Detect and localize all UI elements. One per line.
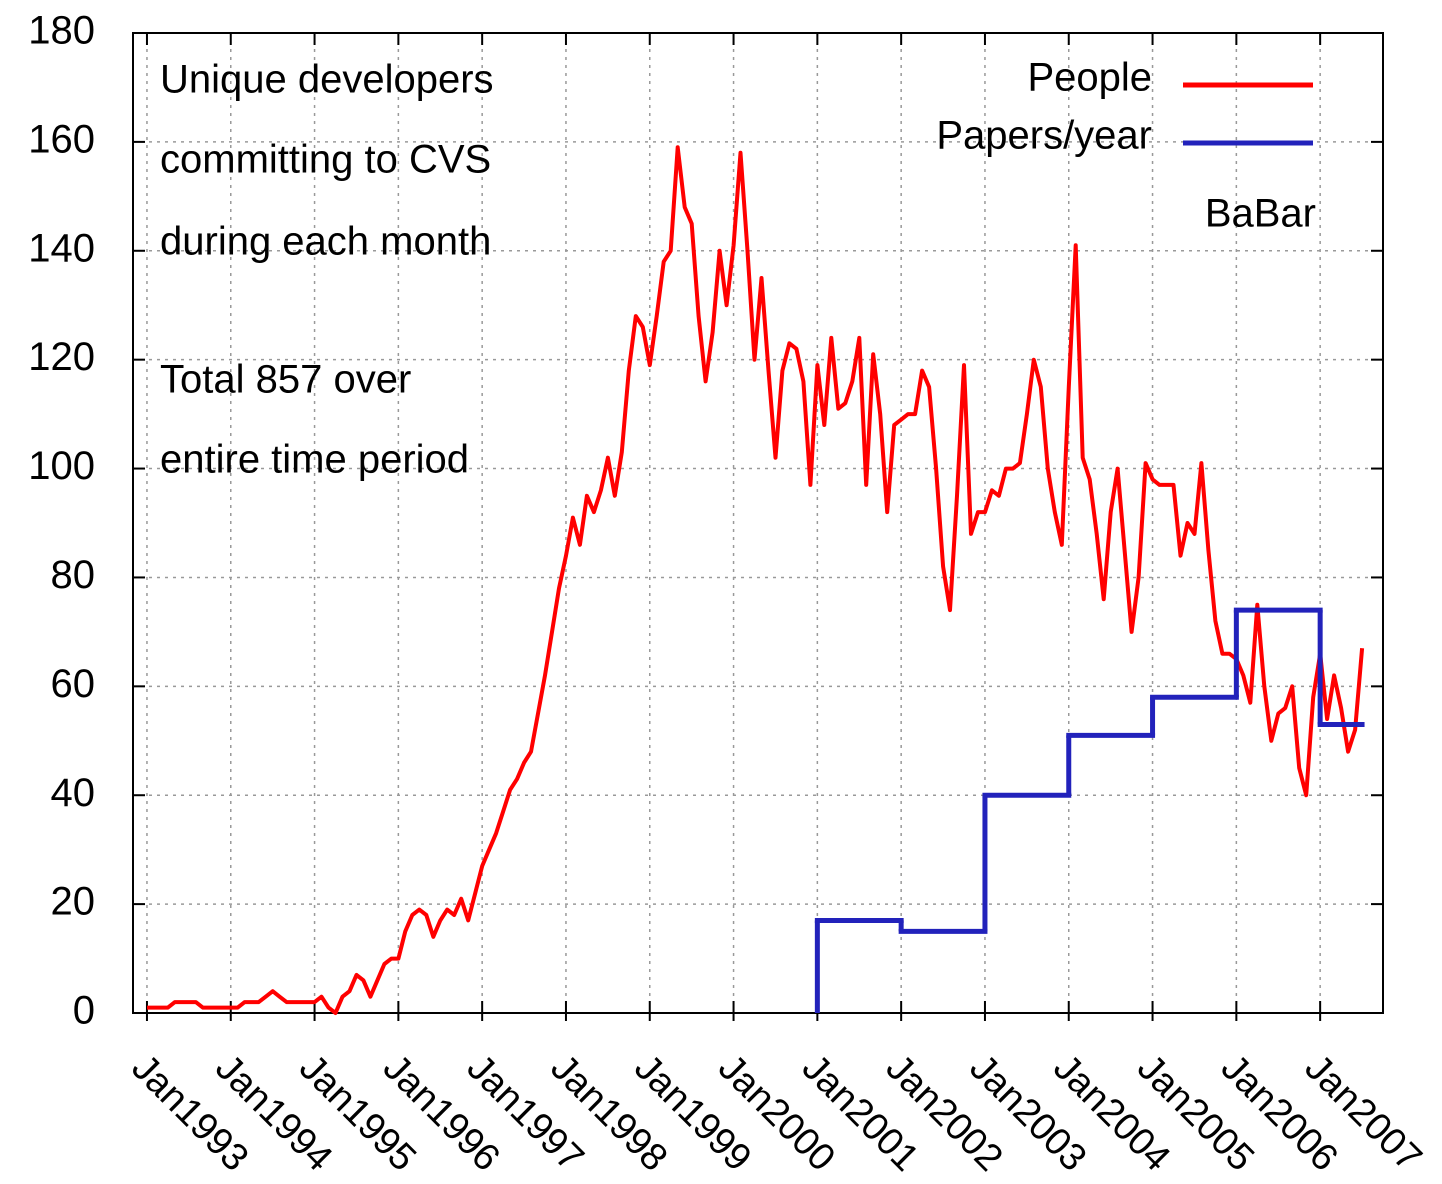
- y-tick-label: 100: [28, 444, 95, 488]
- legend-label: Papers/year: [936, 114, 1152, 158]
- annotation: BaBar: [1205, 192, 1316, 236]
- y-tick-label: 0: [73, 989, 95, 1033]
- plot-border: [132, 32, 1384, 1014]
- y-tick-label: 80: [51, 553, 96, 597]
- y-tick-label: 160: [28, 117, 95, 161]
- annotation: Unique developers: [160, 58, 494, 102]
- y-tick-label: 60: [51, 662, 96, 706]
- annotation: Total 857 over: [160, 358, 411, 402]
- annotation: committing to CVS: [160, 138, 491, 182]
- annotation: entire time period: [160, 438, 469, 482]
- legend-label: People: [1027, 56, 1152, 100]
- y-tick-label: 180: [28, 9, 95, 53]
- people-line: [147, 145, 1365, 1015]
- y-tick-label: 20: [51, 880, 96, 924]
- y-tick-label: 120: [28, 335, 95, 379]
- y-tick-label: 40: [51, 771, 96, 815]
- annotation: during each month: [160, 220, 491, 264]
- y-tick-label: 140: [28, 226, 95, 270]
